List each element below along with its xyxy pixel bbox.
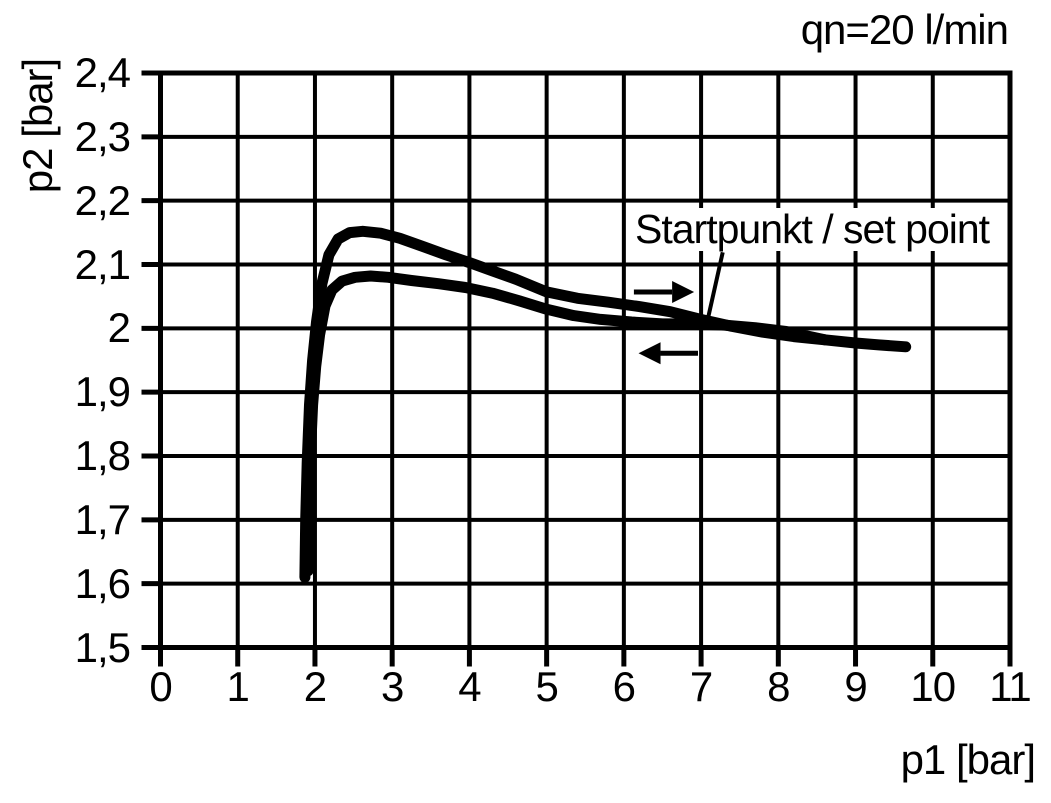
x-tick-label-5: 5 xyxy=(535,663,558,710)
y-tick-label-2: 2 xyxy=(107,304,131,352)
y-tick-label-1,5: 1,5 xyxy=(74,623,131,671)
y-tick-label-1,9: 1,9 xyxy=(74,368,131,416)
plot-border xyxy=(158,70,1013,650)
x-tick-label-8: 8 xyxy=(767,663,790,710)
x-tick-label-3: 3 xyxy=(380,663,404,710)
annotation-leader-line xyxy=(706,251,725,319)
y-tick-label-1,6: 1,6 xyxy=(74,559,131,607)
x-tick-label-11: 11 xyxy=(989,663,1032,710)
x-tick-label-6: 6 xyxy=(612,663,636,710)
x-tick-label-9: 9 xyxy=(844,663,867,710)
x-tick-label-0: 0 xyxy=(149,663,172,710)
lower-hysteresis-curve xyxy=(302,270,831,577)
y-axis-label: p2 [bar] xyxy=(14,58,61,194)
y-tick-label-2,2: 2,2 xyxy=(74,176,131,224)
y-tick-label-1,8: 1,8 xyxy=(74,432,131,479)
x-tick-label-10: 10 xyxy=(910,663,956,710)
forward-direction-arrow-head xyxy=(672,280,695,303)
x-tick-label-1: 1 xyxy=(226,663,250,710)
x-axis-label: p1 [bar] xyxy=(900,736,1036,783)
y-tick-label-2,1: 2,1 xyxy=(74,240,131,288)
x-tick-label-2: 2 xyxy=(303,663,327,710)
x-tick-label-4: 4 xyxy=(458,663,481,710)
return-direction-arrow-head xyxy=(638,342,661,365)
y-tick-label-2,4: 2,4 xyxy=(74,49,131,96)
set-point-annotation: Startpunkt / set point xyxy=(631,207,994,252)
x-tick-label-7: 7 xyxy=(689,663,713,710)
y-tick-label-2,3: 2,3 xyxy=(74,112,131,160)
chart-title: qn=20 l/min xyxy=(800,6,1009,53)
y-tick-label-1,7: 1,7 xyxy=(74,495,131,543)
